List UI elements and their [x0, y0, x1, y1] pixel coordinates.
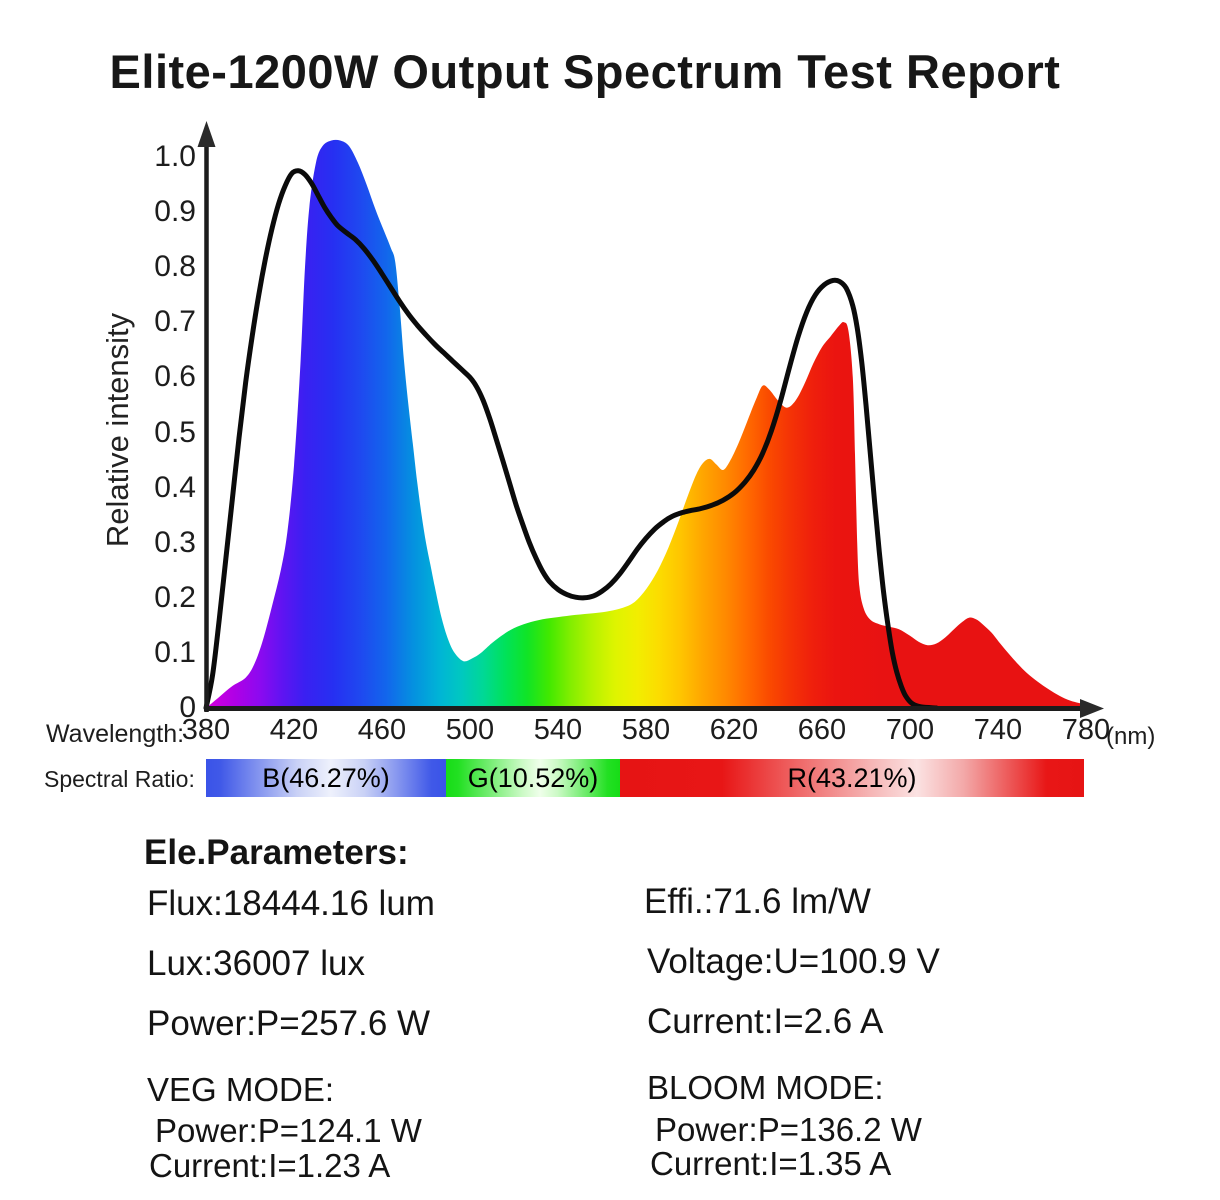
- x-tick: 500: [445, 714, 495, 746]
- spectrum-plot-svg: [197, 121, 1104, 718]
- y-tick: 0.9: [154, 195, 196, 228]
- green-ratio-value: G(10.52%): [467, 763, 599, 793]
- veg-current-value: Current:I=1.23 A: [149, 1147, 391, 1184]
- x-tick: 420: [269, 714, 319, 746]
- y-tick: 1.0: [154, 140, 196, 173]
- led-spectrum-area: [206, 139, 1086, 708]
- y-axis-arrow-icon: [197, 121, 216, 147]
- spectral-ratio-label: Spectral Ratio:: [44, 766, 195, 792]
- x-tick: 620: [709, 714, 759, 746]
- voltage-value: Voltage:U=100.9 V: [647, 942, 940, 981]
- x-axis-title: Wavelength:: [46, 720, 185, 748]
- veg-power-value: Power:P=124.1 W: [155, 1112, 422, 1149]
- x-tick: 460: [357, 714, 407, 746]
- x-axis-arrow-icon: [1080, 699, 1104, 718]
- y-tick: 0.5: [154, 416, 196, 449]
- y-tick: 0.3: [154, 526, 196, 559]
- x-tick: 780: [1061, 714, 1111, 746]
- x-tick: 540: [533, 714, 583, 746]
- y-tick: 0.4: [154, 471, 196, 504]
- y-tick: 0.8: [154, 250, 196, 283]
- bloom-mode-heading: BLOOM MODE:: [647, 1069, 884, 1106]
- lux-value: Lux:36007 lux: [147, 944, 365, 983]
- x-tick: 380: [181, 714, 231, 746]
- red-ratio-value: R(43.21%): [787, 763, 917, 793]
- y-tick: 0.7: [154, 305, 196, 338]
- x-tick: 740: [973, 714, 1023, 746]
- y-tick: 0.1: [154, 636, 196, 669]
- x-tick: 700: [885, 714, 935, 746]
- veg-mode-heading: VEG MODE:: [147, 1071, 335, 1108]
- y-tick: 0: [179, 691, 196, 724]
- spectral-ratio-bar: B(46.27%) G(10.52%) R(43.21%): [206, 759, 1084, 797]
- page-title: Elite-1200W Output Spectrum Test Report: [109, 45, 1061, 98]
- flux-value: Flux:18444.16 lum: [147, 884, 435, 923]
- parameters-heading: Ele.Parameters:: [144, 833, 409, 872]
- y-tick: 0.2: [154, 581, 196, 614]
- x-axis-unit: (nm): [1106, 723, 1156, 750]
- blue-ratio-value: B(46.27%): [262, 763, 390, 793]
- bloom-current-value: Current:I=1.35 A: [650, 1145, 892, 1182]
- spectrum-chart: Relative intensity 1.0 0.9 0.8 0.7 0.6 0…: [46, 121, 1156, 750]
- green-ratio-segment: G(10.52%): [446, 759, 620, 797]
- efficiency-value: Effi.:71.6 lm/W: [644, 882, 871, 921]
- reference-curve: [203, 168, 939, 711]
- bloom-power-value: Power:P=136.2 W: [655, 1111, 922, 1148]
- power-value: Power:P=257.6 W: [147, 1004, 431, 1043]
- x-tick: 580: [621, 714, 671, 746]
- red-ratio-segment: R(43.21%): [620, 759, 1084, 797]
- blue-ratio-segment: B(46.27%): [206, 759, 446, 797]
- y-tick: 0.6: [154, 360, 196, 393]
- current-value: Current:I=2.6 A: [647, 1002, 884, 1041]
- x-tick: 660: [797, 714, 847, 746]
